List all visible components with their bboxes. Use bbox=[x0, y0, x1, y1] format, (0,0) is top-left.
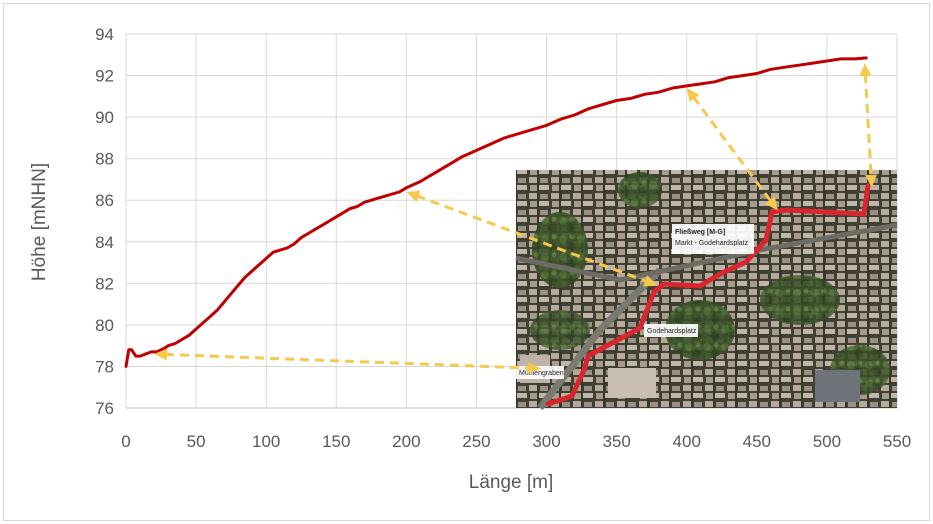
x-tick-label: 200 bbox=[392, 432, 420, 451]
map-label-box: Godehardsplatz bbox=[644, 324, 698, 337]
arrow-head bbox=[154, 348, 168, 361]
annotation-arrow bbox=[863, 73, 873, 177]
map-green-area bbox=[530, 310, 590, 350]
map-label-box: Fließweg [M-G] Markt - Godehardsplatz bbox=[672, 224, 754, 254]
map-green-area bbox=[618, 172, 662, 208]
y-tick-label: 78 bbox=[95, 357, 114, 376]
map-label-godehardsplatz: Godehardsplatz bbox=[647, 328, 697, 335]
tick-labels: 76 78 80 82 84 86 88 90 92 94 0 50 100 150 200 250 300 35… bbox=[95, 25, 911, 451]
annotation-arrow bbox=[692, 95, 773, 203]
map-label-muehlengraben: Mühlengraben bbox=[519, 370, 564, 377]
map-label-route: Fließweg [M-G] bbox=[675, 229, 725, 236]
arrow-head bbox=[765, 196, 778, 211]
x-tick-label: 500 bbox=[813, 432, 841, 451]
annotation-arrow bbox=[416, 194, 648, 283]
map-building bbox=[815, 370, 860, 402]
map-street bbox=[515, 222, 898, 283]
y-tick-label: 90 bbox=[95, 108, 114, 127]
x-tick-label: 150 bbox=[322, 432, 350, 451]
y-tick-label: 76 bbox=[95, 399, 114, 418]
x-axis-label: Länge [m] bbox=[469, 472, 554, 493]
annotation-arrows bbox=[154, 63, 878, 375]
y-tick-label: 82 bbox=[95, 274, 114, 293]
series-layer bbox=[124, 56, 868, 368]
arrow-head bbox=[865, 174, 878, 188]
route-path bbox=[545, 183, 871, 407]
arrow-head bbox=[527, 362, 541, 375]
arrow-head bbox=[686, 88, 700, 103]
map-building bbox=[608, 368, 656, 398]
x-tick-label: 100 bbox=[252, 432, 280, 451]
map-label-box: Mühlengraben bbox=[516, 366, 564, 379]
x-tick-label: 450 bbox=[743, 432, 771, 451]
map-green-area bbox=[665, 300, 735, 360]
y-tick-label: 88 bbox=[95, 150, 114, 169]
x-tick-label: 0 bbox=[121, 432, 130, 451]
y-tick-label: 92 bbox=[95, 67, 114, 86]
arrow-head bbox=[859, 63, 872, 77]
arrow-head bbox=[643, 275, 658, 287]
y-axis-label: Höhe [mNHN] bbox=[29, 163, 50, 281]
annotation-arrow bbox=[164, 352, 531, 370]
x-tick-label: 400 bbox=[673, 432, 701, 451]
map-label-route-desc: Markt - Godehardsplatz bbox=[675, 240, 749, 247]
arrow-head bbox=[406, 190, 421, 203]
series-line bbox=[124, 56, 868, 368]
y-tick-label: 84 bbox=[95, 233, 114, 252]
y-tick-label: 80 bbox=[95, 316, 114, 335]
x-tick-label: 300 bbox=[532, 432, 560, 451]
x-tick-label: 550 bbox=[883, 432, 911, 451]
x-tick-label: 50 bbox=[187, 432, 206, 451]
inset-aerial-map: Fließweg [M-G] Markt - Godehardsplatz Go… bbox=[515, 170, 898, 411]
y-tick-label: 94 bbox=[95, 25, 114, 44]
x-tick-label: 350 bbox=[602, 432, 630, 451]
map-green-area bbox=[760, 275, 840, 325]
x-tick-label: 250 bbox=[462, 432, 490, 451]
y-tick-label: 86 bbox=[95, 191, 114, 210]
